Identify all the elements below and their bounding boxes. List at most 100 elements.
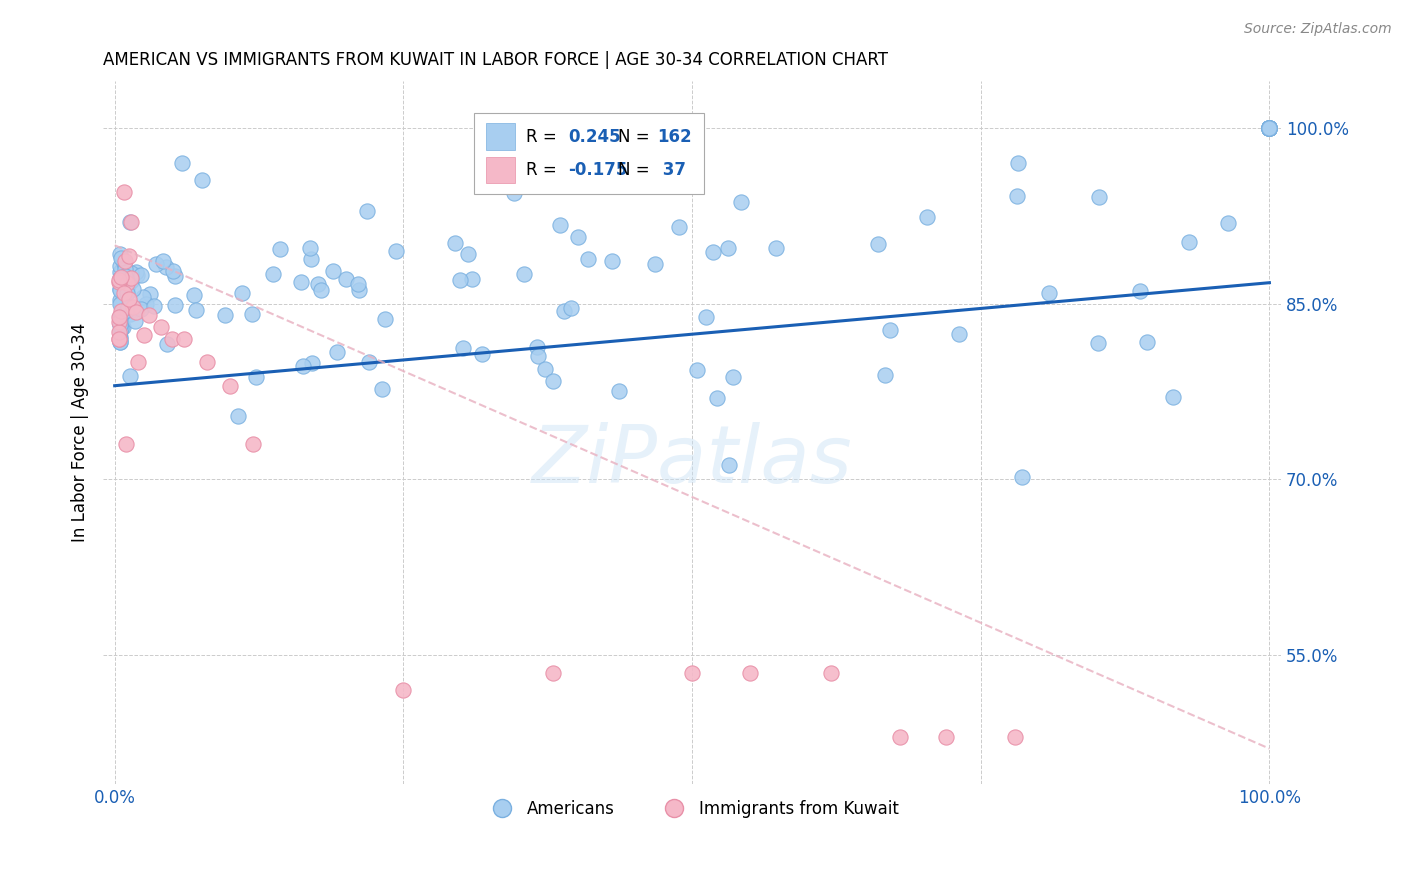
Point xyxy=(371,382,394,396)
Point xyxy=(311,283,333,297)
Point xyxy=(1258,121,1281,136)
Point xyxy=(1088,190,1111,204)
Point xyxy=(600,254,623,268)
Point xyxy=(120,215,142,229)
Point xyxy=(110,317,132,331)
Point xyxy=(165,298,187,312)
Bar xyxy=(486,156,516,183)
Point xyxy=(183,288,205,302)
Point xyxy=(111,293,134,307)
Point xyxy=(1258,121,1281,136)
Point xyxy=(214,309,236,323)
Point xyxy=(191,173,214,187)
Point xyxy=(449,273,471,287)
Point xyxy=(245,369,267,384)
Point xyxy=(195,355,218,369)
Point xyxy=(124,314,146,328)
Point xyxy=(527,350,550,364)
Point xyxy=(149,320,172,334)
Point xyxy=(502,186,524,201)
Point xyxy=(108,325,131,339)
Point xyxy=(110,321,132,335)
Point xyxy=(118,293,141,307)
Text: ZiPatlas: ZiPatlas xyxy=(531,422,852,500)
Point xyxy=(451,341,474,355)
Point xyxy=(142,300,165,314)
Point xyxy=(1258,121,1281,136)
Point xyxy=(132,327,155,342)
Point xyxy=(644,257,666,271)
Point xyxy=(534,362,557,376)
Point xyxy=(184,303,207,318)
Point xyxy=(131,268,153,282)
Point xyxy=(866,237,889,252)
Point xyxy=(471,347,494,361)
Point xyxy=(374,312,396,326)
Point xyxy=(1258,121,1281,136)
Point xyxy=(162,332,184,346)
Point xyxy=(299,252,322,267)
Point xyxy=(112,285,135,300)
Point xyxy=(110,307,132,321)
Point xyxy=(219,378,242,392)
Point xyxy=(1129,285,1152,299)
Point xyxy=(120,368,142,383)
Point xyxy=(576,252,599,266)
Point xyxy=(120,302,142,317)
Point xyxy=(1258,121,1281,136)
Point xyxy=(889,730,911,744)
Point xyxy=(1258,121,1281,136)
Point xyxy=(122,282,145,296)
Point xyxy=(292,359,315,373)
Point xyxy=(681,665,703,680)
Point xyxy=(543,374,565,388)
Point xyxy=(108,272,131,286)
Point xyxy=(1005,189,1028,203)
Point xyxy=(1258,121,1281,136)
Point xyxy=(1258,121,1281,136)
Point xyxy=(110,309,132,323)
Point xyxy=(686,362,709,376)
Point xyxy=(582,156,605,170)
Point xyxy=(156,337,179,351)
Text: R =: R = xyxy=(526,128,562,145)
Text: AMERICAN VS IMMIGRANTS FROM KUWAIT IN LABOR FORCE | AGE 30-34 CORRELATION CHART: AMERICAN VS IMMIGRANTS FROM KUWAIT IN LA… xyxy=(103,51,889,69)
Point xyxy=(110,247,132,261)
Point xyxy=(165,268,187,283)
Point xyxy=(110,296,132,310)
Point xyxy=(322,264,344,278)
Point xyxy=(1038,286,1060,301)
Point xyxy=(110,330,132,344)
Point xyxy=(356,203,378,218)
Point xyxy=(706,391,728,405)
Point xyxy=(127,355,149,369)
Point xyxy=(114,256,136,270)
Point xyxy=(240,307,263,321)
Point xyxy=(553,304,575,318)
Point xyxy=(110,277,132,291)
Point xyxy=(290,275,312,289)
Point xyxy=(550,218,572,232)
Bar xyxy=(486,123,516,150)
Point xyxy=(1258,121,1281,136)
Point xyxy=(110,269,132,284)
Point xyxy=(567,230,589,244)
Point xyxy=(738,665,761,680)
Point xyxy=(1007,156,1029,170)
Point xyxy=(1011,470,1033,484)
Point xyxy=(120,267,142,281)
Point xyxy=(392,683,415,698)
Point xyxy=(110,271,132,285)
Point xyxy=(1258,121,1281,136)
Point xyxy=(170,156,193,170)
Point xyxy=(1258,121,1281,136)
Point xyxy=(1258,121,1281,136)
Point xyxy=(335,272,357,286)
Point xyxy=(347,283,370,297)
Point xyxy=(110,265,132,279)
Point xyxy=(110,297,132,311)
Point xyxy=(124,304,146,318)
Point xyxy=(120,307,142,321)
Point xyxy=(717,241,740,255)
Point xyxy=(110,303,132,318)
